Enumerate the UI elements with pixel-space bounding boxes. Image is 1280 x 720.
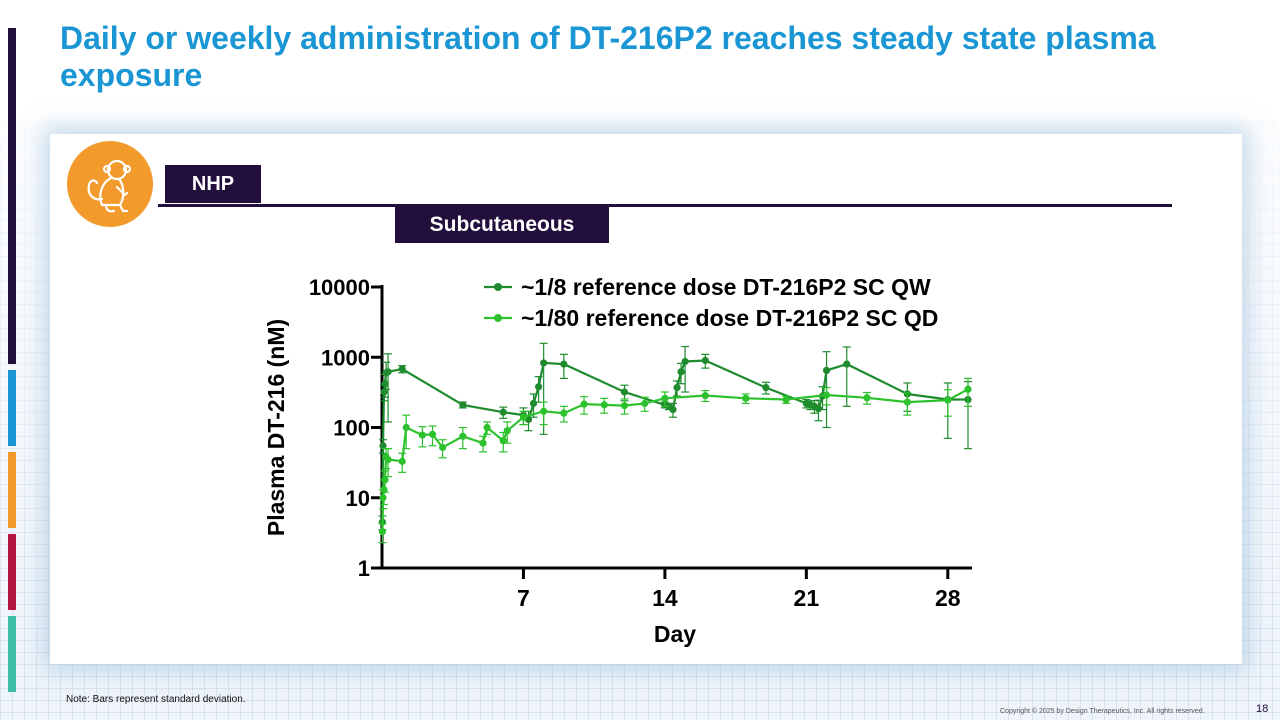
data-point — [380, 486, 388, 494]
data-point — [661, 394, 669, 402]
data-point — [701, 391, 709, 400]
data-point — [540, 359, 548, 367]
data-point — [822, 391, 831, 399]
data-point — [964, 385, 972, 393]
data-point — [529, 399, 538, 408]
data-point — [499, 437, 507, 445]
side-stripe-teal — [8, 616, 16, 692]
legend-label: ~1/80 reference dose DT-216P2 SC QD — [521, 305, 938, 331]
data-point — [903, 398, 911, 406]
data-point — [782, 395, 790, 404]
monkey-icon — [87, 159, 132, 213]
data-point — [535, 383, 543, 391]
data-point — [402, 423, 410, 432]
data-point — [822, 366, 831, 374]
data-point — [701, 356, 709, 365]
data-point — [641, 399, 649, 408]
y-tick-label: 1000 — [321, 345, 370, 370]
data-point — [843, 360, 851, 368]
data-point — [483, 423, 491, 432]
data-point — [681, 357, 689, 366]
data-point — [762, 383, 770, 392]
side-stripe-purple — [8, 28, 16, 364]
x-tick-label: 21 — [794, 585, 820, 611]
data-point — [378, 527, 387, 536]
x-axis-label: Day — [654, 621, 696, 647]
data-point — [580, 400, 588, 408]
data-point — [459, 401, 467, 409]
data-point — [418, 431, 427, 439]
y-tick-label: 100 — [333, 416, 370, 441]
data-point — [459, 432, 467, 440]
slide-title: Daily or weekly administration of DT-216… — [60, 20, 1156, 93]
data-point — [384, 368, 392, 376]
data-point — [742, 394, 750, 402]
x-tick-label: 7 — [517, 585, 530, 611]
page-number: 18 — [1256, 703, 1269, 715]
x-tick-label: 28 — [935, 585, 961, 611]
data-point — [600, 401, 608, 409]
data-point — [398, 457, 406, 465]
side-stripe-orange — [8, 452, 16, 528]
side-stripe-blue — [8, 370, 16, 446]
x-tick-label: 14 — [652, 585, 678, 611]
section-divider — [158, 204, 1172, 207]
data-point — [814, 405, 823, 413]
data-point — [439, 443, 447, 452]
data-point — [381, 380, 389, 388]
data-point — [669, 405, 677, 414]
y-tick-label: 10000 — [309, 275, 370, 300]
data-point — [863, 394, 871, 402]
data-point — [560, 360, 568, 368]
data-point — [380, 388, 388, 396]
y-tick-label: 10 — [346, 486, 370, 511]
data-point — [519, 413, 528, 421]
y-axis-label: Plasma DT-216 (nM) — [263, 319, 289, 536]
data-point — [620, 401, 629, 410]
route-label: Subcutaneous — [395, 207, 609, 243]
data-point — [540, 407, 548, 415]
y-tick-label: 1 — [358, 556, 370, 581]
header-background — [0, 0, 1280, 120]
data-point — [379, 494, 387, 502]
copyright: Copyright © 2025 by Design Therapeutics,… — [1000, 708, 1205, 715]
legend-label: ~1/8 reference dose DT-216P2 SC QW — [521, 274, 931, 300]
species-label: NHP — [165, 165, 261, 203]
data-point — [673, 383, 681, 392]
data-point — [944, 396, 952, 404]
data-point — [620, 388, 629, 396]
data-point — [384, 455, 392, 464]
species-badge — [67, 141, 153, 227]
data-point — [560, 409, 568, 417]
footnote: Note: Bars represent standard deviation. — [66, 694, 246, 705]
data-point — [677, 368, 685, 376]
data-point — [398, 365, 406, 373]
data-point — [379, 442, 387, 450]
legend-swatch-marker — [494, 283, 502, 291]
data-point — [499, 408, 507, 416]
data-point — [503, 427, 511, 435]
side-stripe-red — [8, 534, 16, 610]
data-point — [479, 439, 487, 447]
data-point — [428, 430, 437, 438]
data-point — [381, 476, 389, 484]
legend-swatch-marker — [494, 314, 502, 322]
